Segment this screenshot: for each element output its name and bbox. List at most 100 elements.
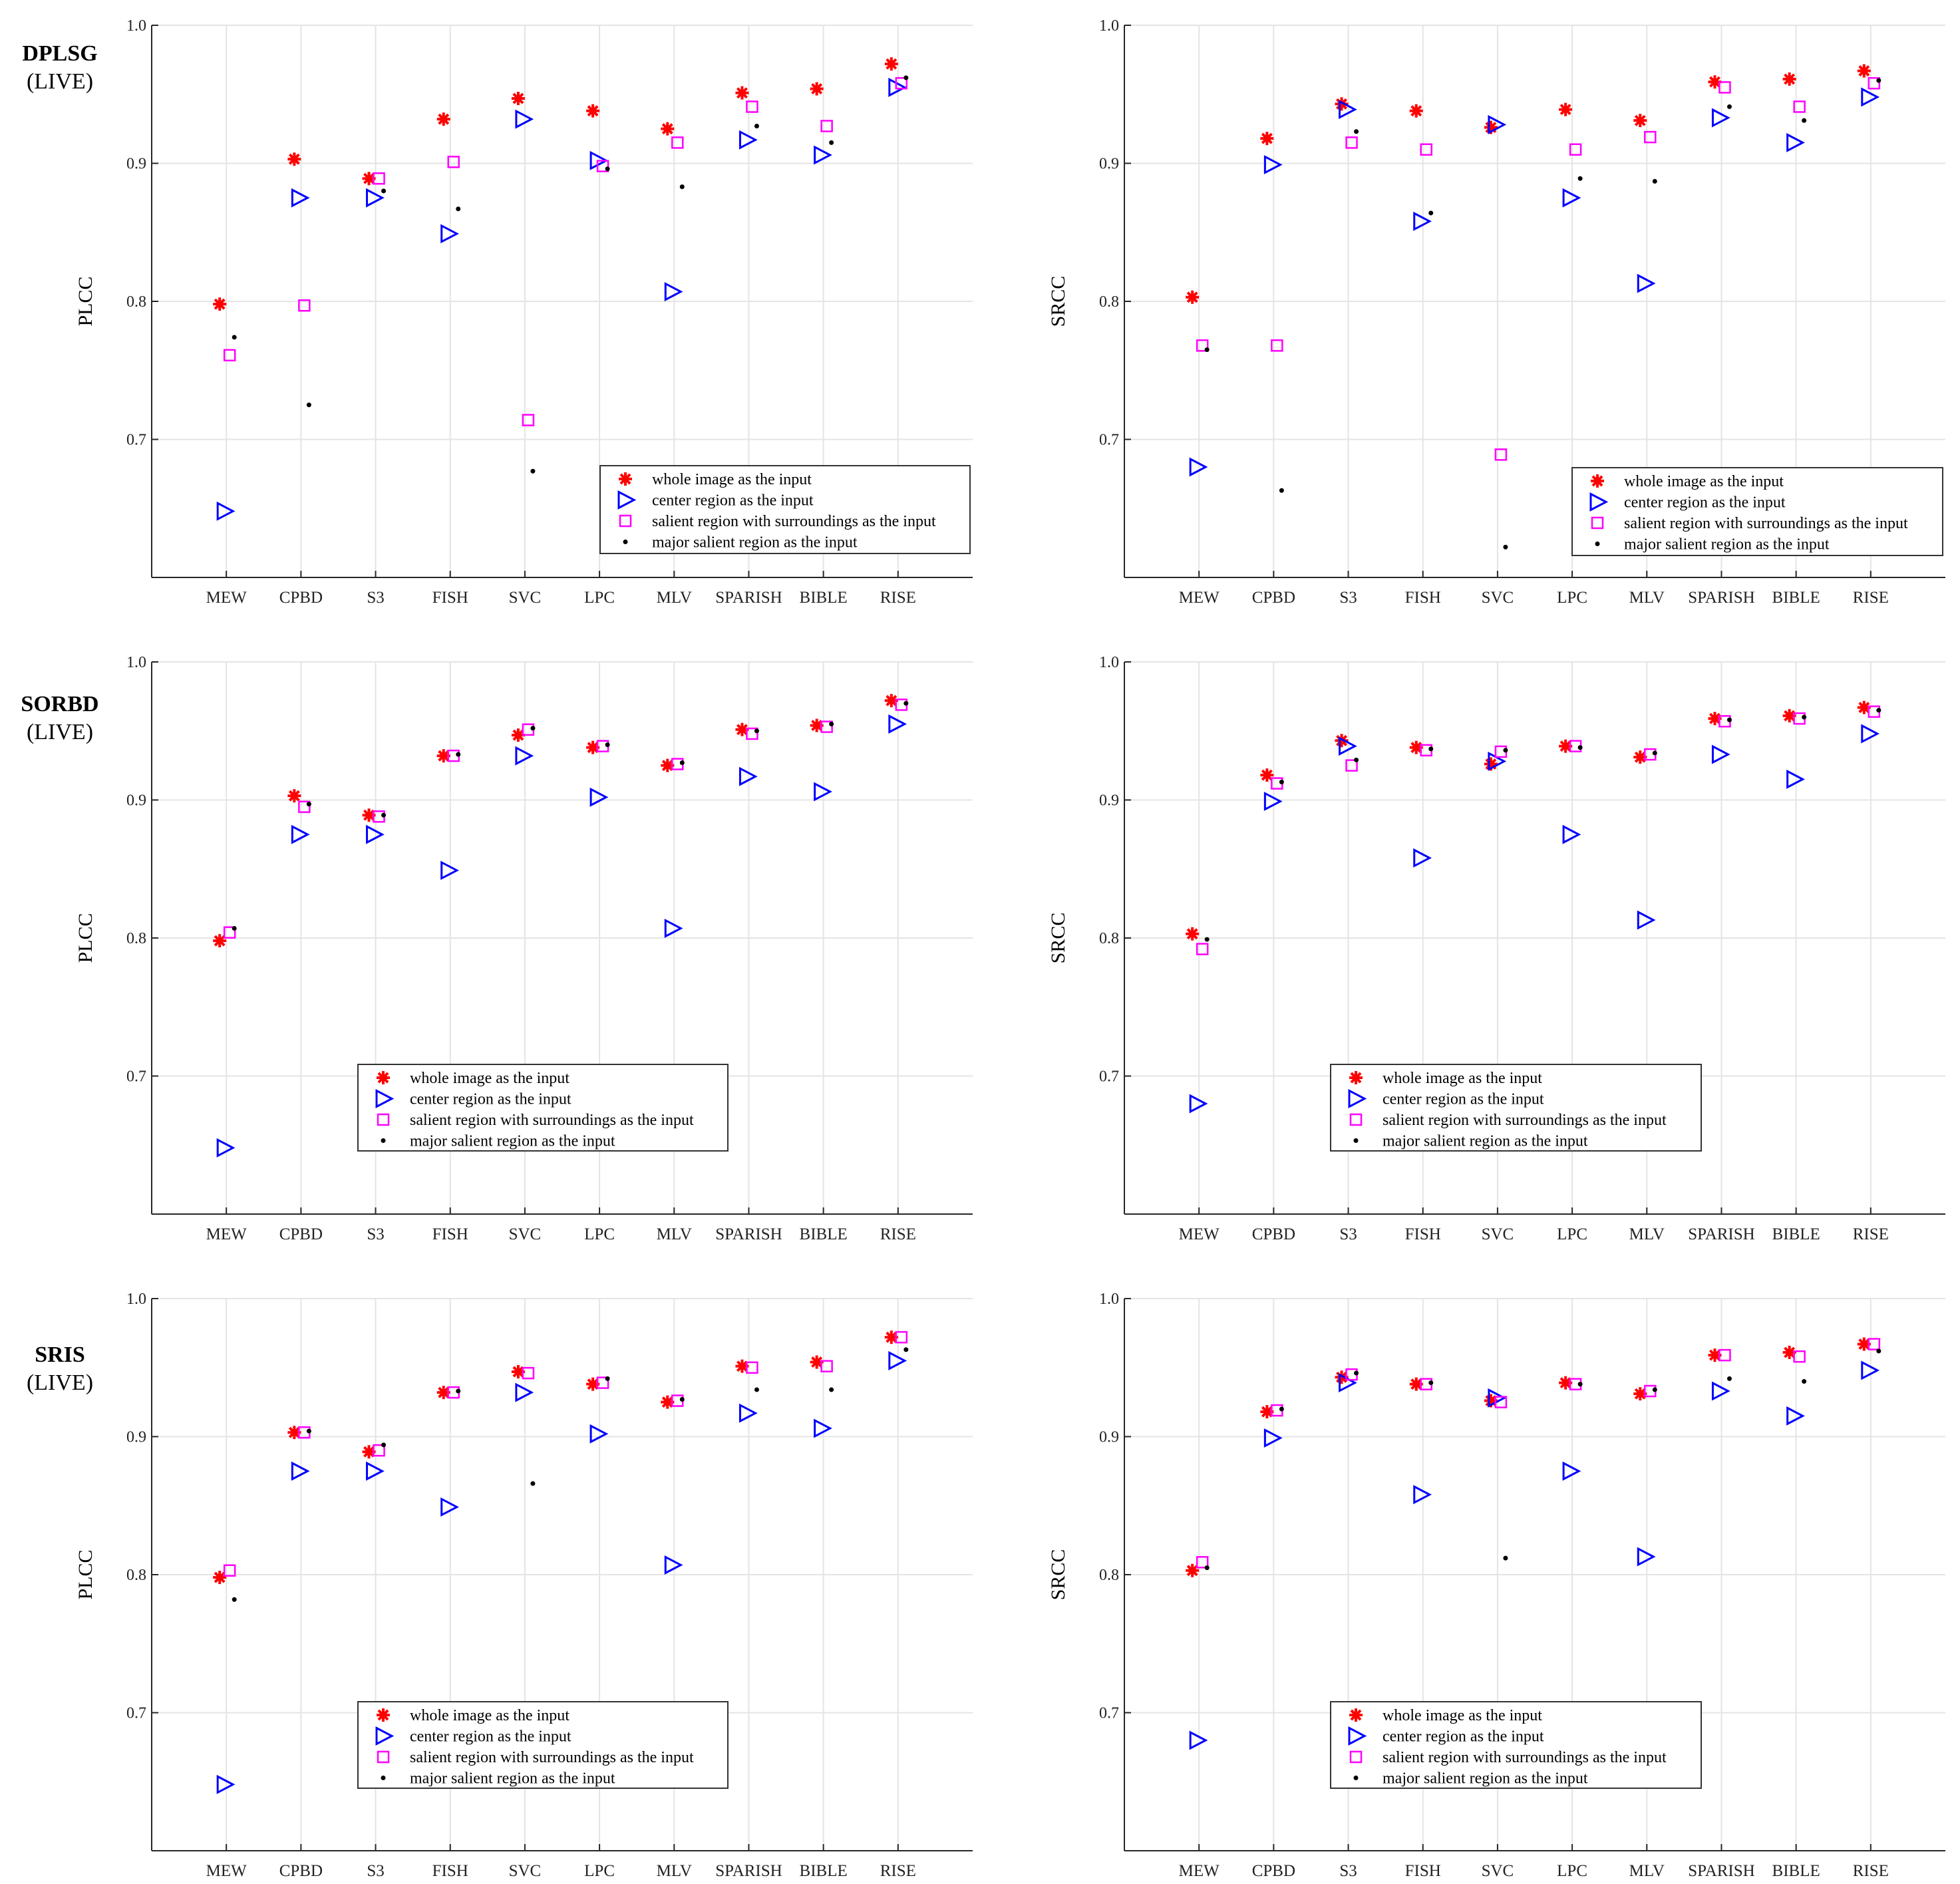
marker-major-mew [1204,347,1210,353]
x-tick-label: LPC [584,1862,615,1880]
x-tick-label: S3 [367,1862,384,1880]
chart-dplsg-plcc: 0.7 0.8 0.9 1.0 MEW CPBD S3 FISH SVC LPC MLV SPARIS… [75,17,973,607]
marker-center-fish [1413,212,1432,232]
marker-major-lpc [1577,1382,1583,1387]
legend-label: whole image as the input [652,471,812,488]
chart-sris-plcc: 0.7 0.8 0.9 1.0 MEW CPBD S3 FISH SVC LPC MLV SPARIS… [75,1291,973,1880]
legend-marker-whole [619,472,632,486]
marker-center-lpc [1562,824,1581,844]
marker-whole-mlv [1633,750,1647,764]
x-tick-label: S3 [1339,589,1357,607]
y-tick-label: 1.0 [126,1291,146,1308]
x-tick-label: FISH [432,1225,468,1243]
legend-label: center region as the input [1383,1091,1544,1108]
marker-whole-rise [1857,701,1871,714]
marker-center-bible [1786,769,1805,789]
marker-center-rise [1861,724,1880,744]
row-label-name: SORBD [21,692,99,716]
marker-center-bible [814,782,832,802]
x-tick-label: SVC [509,1225,542,1243]
marker-whole-svc [1484,120,1498,134]
marker-whole-fish [1409,1377,1423,1391]
row-label-sorbd: SORBD (LIVE) [0,692,126,745]
marker-salient-svc [1494,1396,1508,1408]
marker-salient-sparish [746,1361,758,1374]
y-axis-label: SRCC [1047,1549,1069,1601]
y-axis-label: SRCC [1047,276,1069,327]
y-tick-label: 1.0 [126,654,146,671]
marker-salient-mew [1196,943,1209,955]
x-tick-label: RISE [1853,1225,1889,1243]
marker-salient-svc [522,1366,535,1380]
marker-whole-lpc [586,740,600,754]
marker-center-lpc [589,1424,609,1444]
marker-salient-mlv [671,136,684,149]
marker-center-sparish [1711,1381,1730,1401]
marker-salient-sparish [746,727,758,740]
marker-salient-lpc [596,160,609,172]
x-tick-label: S3 [367,589,384,607]
marker-center-mlv [664,282,683,301]
x-tick-label: LPC [1557,589,1587,607]
y-axis-label: PLCC [75,913,96,963]
marker-center-fish [440,860,459,880]
marker-salient-svc [522,414,535,426]
marker-center-s3 [1339,736,1357,756]
legend-box [357,1701,729,1789]
x-tick-label: CPBD [279,1225,323,1243]
marker-whole-rise [1857,64,1871,78]
marker-salient-lpc [1569,143,1582,156]
legend-marker-center [375,1726,395,1746]
marker-salient-rise [895,77,908,90]
marker-major-svc [530,468,536,474]
x-tick-label: S3 [367,1225,384,1243]
marker-salient-s3 [1345,136,1358,149]
marker-whole-bible [810,82,824,96]
legend: whole image as the input center region as… [357,1701,729,1789]
marker-center-mlv [664,1555,683,1575]
x-tick-label: FISH [1405,589,1441,607]
x-tick-label: CPBD [1252,589,1295,607]
marker-whole-mlv [661,758,675,772]
marker-whole-s3 [362,1445,376,1459]
marker-major-rise [903,1347,909,1352]
marker-major-mlv [1652,1387,1657,1392]
marker-major-mlv [1652,178,1657,184]
marker-whole-sparish [1708,75,1722,89]
y-tick-label: 0.7 [126,1705,146,1722]
marker-whole-mew [213,297,227,311]
marker-whole-lpc [1559,1376,1573,1390]
marker-major-rise [903,75,909,80]
row-label-name: DPLSG [22,41,98,66]
legend: whole image as the input center region as… [1330,1701,1702,1789]
row-label-sub: (LIVE) [26,69,94,94]
marker-salient-bible [820,120,833,132]
marker-whole-svc [511,91,525,105]
marker-salient-cpbd [298,299,311,312]
marker-whole-bible [1782,72,1796,86]
legend-label: center region as the input [1624,494,1786,512]
y-tick-label: 0.8 [126,1567,146,1584]
marker-center-mew [216,1138,236,1158]
marker-major-rise [1876,708,1881,713]
x-tick-label: SVC [509,589,542,607]
legend-label: salient region with surroundings as the … [410,1112,694,1129]
y-tick-label: 0.8 [126,293,146,311]
y-tick-label: 0.7 [1099,1705,1119,1722]
y-tick-label: 0.8 [126,930,146,947]
y-tick-label: 1.0 [1099,1291,1119,1308]
marker-salient-mew [223,1564,236,1577]
marker-whole-mew [1186,1563,1200,1577]
legend-marker-salient [619,514,632,528]
marker-salient-s3 [373,1444,385,1457]
chart-sorbd-plcc: 0.7 0.8 0.9 1.0 MEW CPBD S3 FISH SVC LPC MLV SPARIS… [75,654,973,1243]
marker-major-cpbd [306,802,311,807]
legend-marker-salient [1591,516,1604,530]
marker-whole-bible [1782,708,1796,722]
marker-center-s3 [1339,100,1357,120]
marker-center-cpbd [291,188,310,208]
marker-major-cpbd [306,402,311,408]
marker-salient-s3 [373,172,385,185]
marker-center-mlv [1637,273,1656,293]
